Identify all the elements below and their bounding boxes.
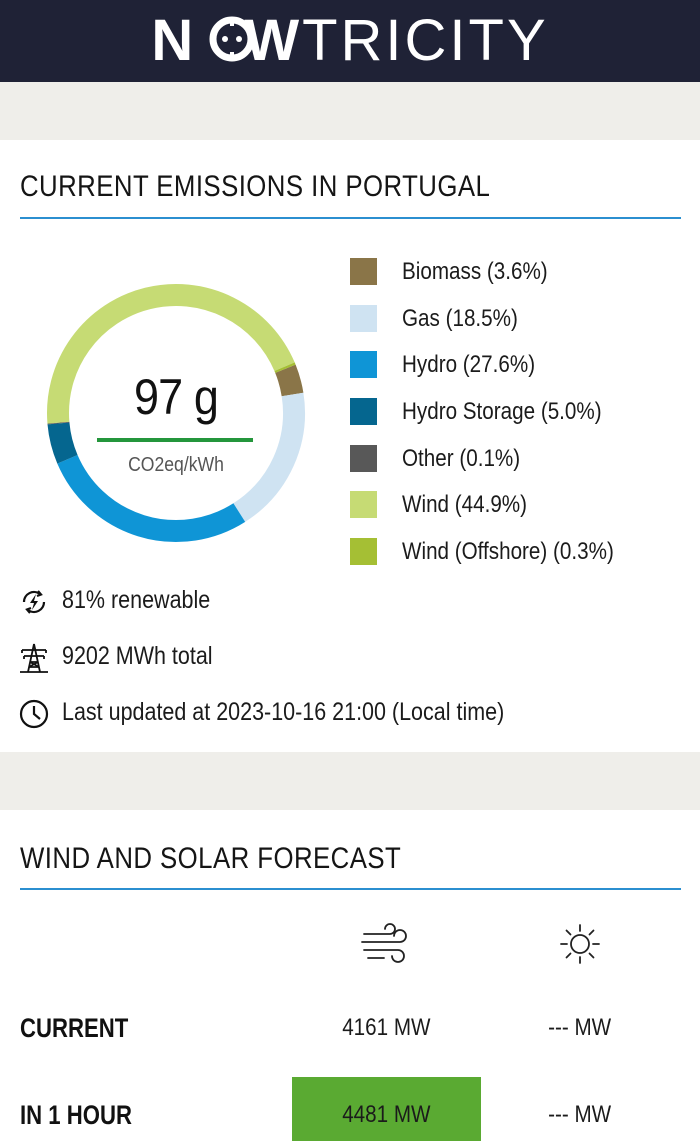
emissions-indicator-bar [97, 438, 253, 442]
sun-icon [560, 924, 600, 964]
plug-icon [209, 16, 255, 62]
power-tower-icon [20, 643, 48, 673]
legend-label: Biomass (3.6%) [402, 258, 548, 285]
total-stat: 9202 MWh total [18, 640, 678, 674]
app-header: NOWTRICITY [0, 0, 700, 82]
legend-label: Wind (44.9%) [402, 491, 528, 518]
forecast-solar-current: --- MW [548, 1014, 612, 1041]
donut-slice-biomass [275, 364, 304, 397]
legend-item-gas: Gas (18.5%) [350, 303, 680, 333]
forecast-row-label-current: CURRENT [20, 1013, 129, 1043]
legend-swatch [350, 351, 377, 378]
svg-text:NOWTRICITY: NOWTRICITY [151, 8, 548, 73]
donut-slice-hydro-storage [47, 422, 78, 464]
legend-item-wind: Wind (44.9%) [350, 489, 680, 519]
wind-icon [361, 923, 407, 963]
donut-slice-hydro [57, 454, 246, 542]
emissions-title: CURRENT EMISSIONS IN PORTUGAL [20, 170, 491, 203]
emissions-unit: CO2eq/kWh [128, 454, 224, 476]
updated-text: Last updated at 2023-10-16 21:00 (Local … [62, 698, 505, 726]
forecast-row-label-1h: IN 1 HOUR [20, 1100, 132, 1130]
nowtricity-logo[interactable]: NOWTRICITY [0, 0, 700, 82]
legend-item-wind-offshore: Wind (Offshore) (0.3%) [350, 536, 680, 566]
legend-swatch [350, 445, 377, 472]
legend-label: Wind (Offshore) (0.3%) [402, 538, 614, 565]
legend-swatch [350, 538, 377, 565]
forecast-wind-current: 4161 MW [342, 1014, 431, 1041]
updated-stat: Last updated at 2023-10-16 21:00 (Local … [18, 696, 678, 730]
emissions-value: 97 g [133, 369, 219, 425]
forecast-wind-highlight [292, 1077, 481, 1141]
legend-label: Hydro (27.6%) [402, 351, 536, 378]
forecast-title: WIND AND SOLAR FORECAST [20, 842, 402, 875]
donut-slice-gas [233, 392, 305, 522]
legend-swatch [350, 258, 377, 285]
forecast-title-underline [20, 888, 681, 890]
legend-label: Hydro Storage (5.0%) [402, 398, 602, 425]
emissions-donut-chart [47, 284, 305, 542]
emissions-title-underline [20, 217, 681, 219]
renewable-text: 81% renewable [62, 586, 211, 614]
legend-item-biomass: Biomass (3.6%) [350, 256, 680, 286]
legend-swatch [350, 491, 377, 518]
legend-item-hydro-storage: Hydro Storage (5.0%) [350, 396, 680, 426]
donut-slice-wind [47, 284, 295, 424]
forecast-solar-1h: --- MW [548, 1101, 612, 1128]
legend-swatch [350, 398, 377, 425]
legend-item-hydro: Hydro (27.6%) [350, 349, 680, 379]
renewable-stat: 81% renewable [18, 584, 678, 618]
legend-label: Gas (18.5%) [402, 305, 518, 332]
legend-item-other: Other (0.1%) [350, 443, 680, 473]
legend-swatch [350, 305, 377, 332]
donut-slice-wind [274, 362, 296, 373]
total-text: 9202 MWh total [62, 642, 213, 670]
clock-icon [19, 699, 49, 729]
legend-label: Other (0.1%) [402, 445, 521, 472]
forecast-wind-1h: 4481 MW [342, 1101, 431, 1128]
renewable-bolt-icon [22, 590, 46, 614]
